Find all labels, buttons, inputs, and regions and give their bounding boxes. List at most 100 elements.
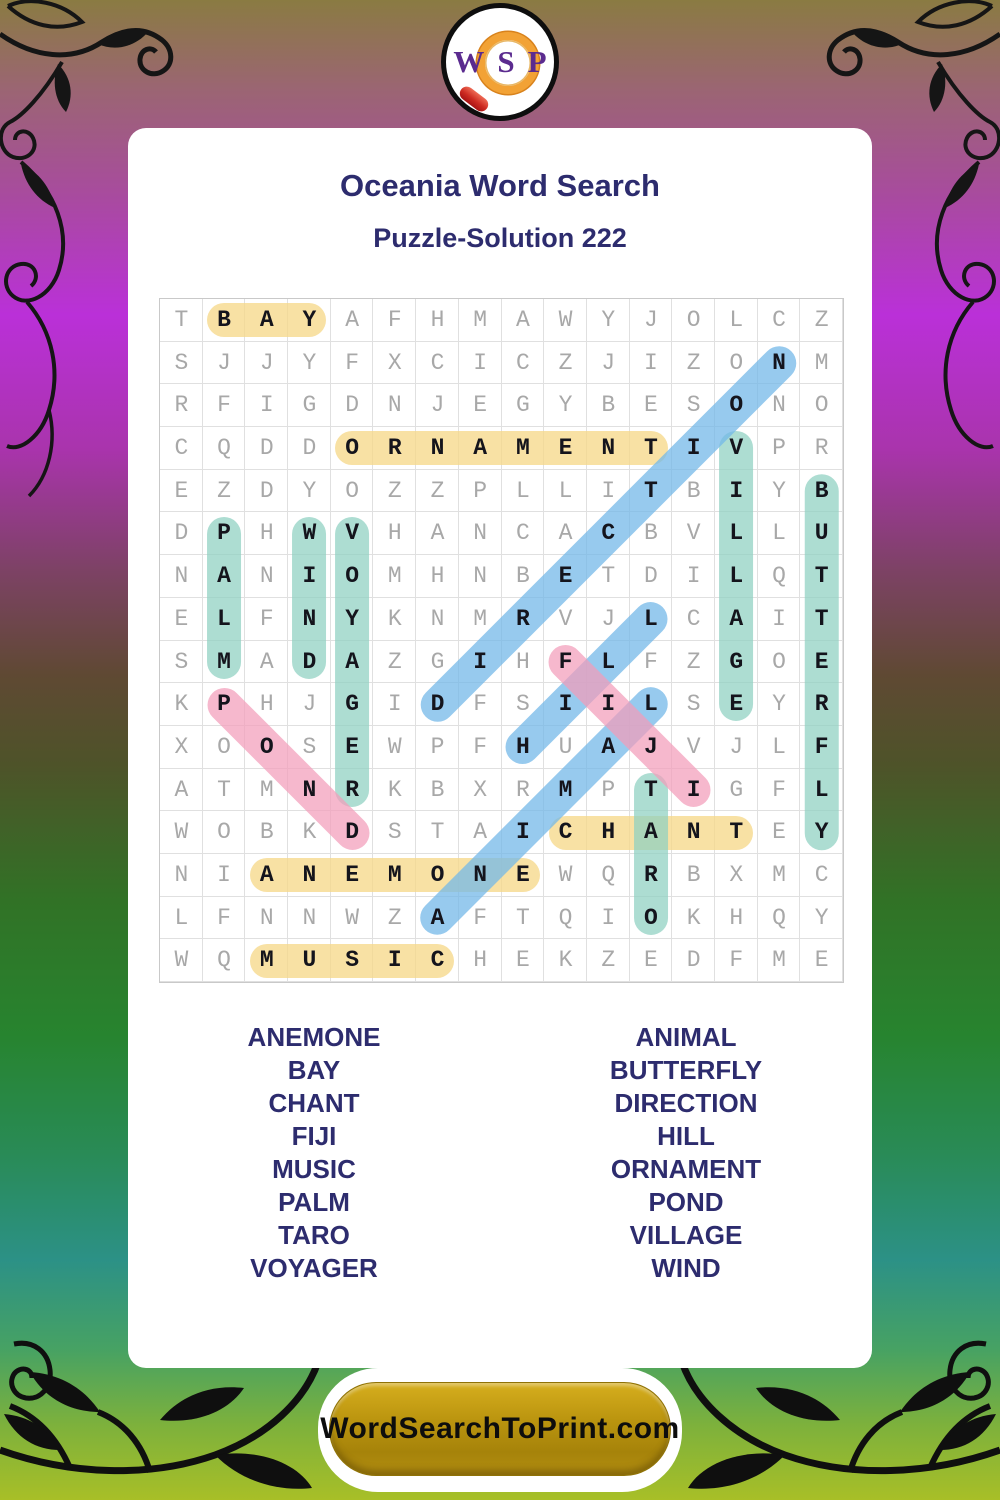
grid-cell: [714, 299, 758, 342]
grid-letter: T: [644, 477, 658, 504]
grid-letter: K: [302, 819, 317, 846]
grid-letter: B: [430, 776, 445, 803]
grid-cell: [245, 811, 289, 854]
grid-cell: [672, 896, 715, 940]
grid-letter: M: [259, 776, 274, 803]
grid-letter: Q: [217, 947, 231, 974]
grid-letter: I: [302, 563, 317, 590]
grid-letter: W: [345, 904, 359, 931]
grid-cell: [672, 640, 715, 684]
puzzle-subtitle: Puzzle-Solution 222: [373, 223, 627, 253]
grid-letter: Q: [772, 904, 786, 931]
grid-letter: A: [259, 648, 274, 675]
grid-letter: D: [686, 947, 701, 974]
grid-letter: Y: [302, 349, 317, 376]
grid-letter: F: [473, 904, 488, 931]
highlight-layer: [160, 299, 843, 982]
website-button[interactable]: WordSearchToPrint.com: [320, 1382, 679, 1476]
grid-cell: [160, 896, 203, 940]
grid-cell: [714, 853, 758, 897]
grid-letter: N: [302, 861, 317, 888]
grid-cell: [544, 341, 587, 385]
grid-letter: X: [387, 349, 402, 376]
grid-cell: [629, 299, 673, 342]
grid-letter: M: [387, 563, 402, 590]
grid-cell: [800, 939, 843, 982]
grid-letter: S: [686, 392, 701, 419]
grid-cell: [458, 299, 502, 342]
grid-letter: L: [515, 477, 530, 504]
grid-letter: H: [387, 520, 402, 547]
grid-cell: [544, 299, 587, 342]
grid-cell: [288, 896, 331, 940]
grid-letter: D: [644, 563, 658, 590]
grid-letter: U: [558, 733, 573, 760]
grid-letter: L: [729, 520, 744, 547]
logo-letter-p: P: [527, 44, 547, 79]
grid-letter: J: [644, 733, 658, 760]
grid-letter: K: [387, 605, 402, 632]
grid-letter: J: [644, 307, 658, 333]
grid-letter: E: [515, 947, 530, 974]
grid-letter: N: [772, 392, 786, 419]
grid-cell: [672, 853, 715, 897]
grid-letter: E: [558, 435, 573, 462]
grid-cell: [373, 725, 417, 769]
grid-letter: L: [217, 605, 231, 632]
grid-letter: S: [174, 648, 189, 675]
grid-letter: D: [430, 691, 445, 718]
grid-cell: [672, 683, 715, 726]
grid-letter: N: [430, 435, 445, 462]
grid-letter: R: [644, 861, 658, 888]
grid-letter: I: [601, 477, 616, 504]
grid-cell: [416, 597, 459, 641]
grid-cell: [160, 811, 203, 854]
grid-cell: [160, 768, 203, 812]
grid-cell: [501, 341, 545, 385]
grid-letter: X: [473, 776, 488, 803]
grid-letter: A: [345, 307, 359, 333]
grid-cell: [202, 939, 246, 982]
grid-letter: W: [558, 861, 573, 888]
grid-cell: [629, 341, 673, 385]
grid-cell: [458, 768, 502, 812]
grid-cell: [330, 896, 374, 940]
grid-letter: W: [558, 307, 573, 333]
grid-letter: C: [601, 520, 616, 547]
grid-letter: W: [387, 733, 402, 760]
grid-letter: X: [729, 861, 744, 888]
grid-letter: F: [387, 307, 402, 333]
highlight-capsule-bay: [207, 303, 327, 338]
grid-letter: I: [558, 691, 573, 718]
grid-letter: M: [473, 307, 488, 333]
grid-letter: X: [174, 733, 189, 760]
grid-letter: L: [729, 307, 744, 333]
grid-cell: [501, 512, 545, 556]
grid-cell: [544, 896, 587, 940]
grid-cell: [586, 341, 630, 385]
grid-letter: S: [345, 947, 359, 974]
grid-letter: Y: [772, 691, 786, 718]
grid-cell: [160, 341, 203, 385]
grid-cell: [202, 811, 246, 854]
grid-cell: [672, 768, 715, 812]
grid-cell: [373, 341, 417, 385]
grid-letter: A: [345, 648, 359, 675]
grid-letter: G: [345, 691, 359, 718]
grid-letter: E: [729, 691, 744, 718]
grid-letter: G: [302, 392, 317, 419]
grid-cell: [586, 896, 630, 940]
word-list-item: ANEMONE: [247, 1022, 381, 1052]
word-list-item: PALM: [278, 1187, 350, 1217]
grid-letter: Z: [686, 648, 701, 675]
grid-letter: D: [259, 477, 274, 504]
grid-letter: H: [259, 520, 274, 547]
grid-letter: O: [217, 733, 231, 760]
grid-letter: J: [259, 349, 274, 376]
grid-letter: F: [473, 691, 488, 718]
grid-cell: [160, 299, 203, 342]
grid-cell: [458, 512, 502, 556]
grid-letter: E: [473, 392, 488, 419]
grid-cell: [245, 597, 289, 641]
grid-letter: R: [814, 435, 829, 462]
